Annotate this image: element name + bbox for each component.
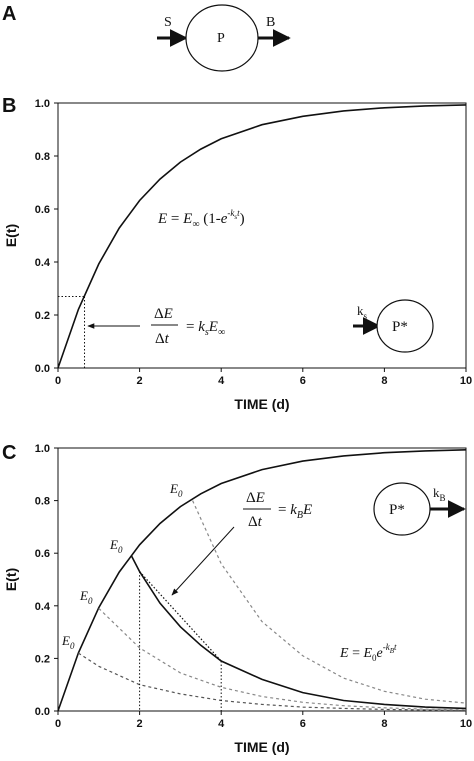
panel-c-initial-slope-line: [139, 571, 222, 662]
panel-b-x-tick-label: 2: [137, 375, 143, 387]
panel-b-saturation-equation: E = E∞ (1-e-kst): [157, 208, 245, 230]
panel-c-decay-equation: E = E0e-kBt: [339, 642, 397, 663]
panel-c-e0-label-high: E0: [169, 481, 183, 499]
panel-c-x-tick-label: 6: [300, 718, 306, 730]
panel-c-y-tick-label: 0.0: [35, 706, 50, 718]
panel-c-series-line: [78, 652, 467, 712]
panel-b-y-axis-label: E(t): [3, 224, 19, 247]
panel-c-series-line: [130, 555, 467, 710]
panel-c-annotations: ΔE Δt = kBE E = E0e-kBt P* kB E0 E0 E0 E…: [61, 481, 466, 663]
panel-b-letter: B: [2, 95, 16, 117]
panel-c-x-tick-label: 4: [218, 718, 225, 730]
panel-a-letter: A: [2, 3, 16, 25]
panel-b-series-line: [57, 104, 467, 369]
panel-c-x-tick-label: 10: [460, 718, 472, 730]
panel-c-x-tick-label: 8: [381, 718, 387, 730]
panel-b-chart: 0 2 4 6 8 10 0.0 0.2 0.4 0.6 0.8 1.0 TIME (d) E(t): [3, 98, 472, 412]
panel-c-y-tick-label: 0.6: [35, 548, 50, 560]
panel-c-plot-frame: [57, 447, 467, 712]
svg-text:= kBE: = kBE: [278, 502, 312, 521]
panel-a-input-label: S: [164, 15, 172, 30]
panel-b-y-tick-label: 0.8: [35, 151, 50, 163]
panel-c-letter: C: [2, 442, 16, 464]
panel-c-y-tick-label: 0.4: [35, 601, 51, 613]
panel-b-annotations: E = E∞ (1-e-kst) ΔE Δt = ksE∞ ks P*: [87, 208, 434, 353]
panel-c-decay-rate-equation: ΔE Δt = kBE: [243, 490, 312, 530]
panel-a-pool-label: P: [217, 31, 225, 46]
panel-b-y-tick-label: 0.2: [35, 310, 50, 322]
panel-c-chart: 0 2 4 6 8 10 0.0 0.2 0.4 0.6 0.8 1.0 TIME (d) E(t): [3, 443, 472, 755]
panel-c-pool-label: P*: [389, 502, 405, 518]
panel-b-x-tick-label: 0: [55, 375, 61, 387]
panel-c-x-tick-label: 0: [55, 718, 61, 730]
panel-c-e0-label-main: E0: [109, 537, 123, 555]
panel-a-output-label: B: [266, 15, 275, 30]
panel-c-e0-label-mid: E0: [79, 588, 93, 606]
panel-c-rate-label: kB: [433, 485, 446, 503]
svg-text:Δt: Δt: [155, 331, 170, 347]
panel-c-y-tick-label: 1.0: [35, 443, 50, 455]
panel-c-series-line: [98, 607, 467, 711]
panel-c-series-line: [57, 449, 467, 712]
panel-b-y-tick-label: 1.0: [35, 98, 50, 110]
panel-b-plot-frame: [57, 102, 467, 369]
svg-text:ΔE: ΔE: [246, 490, 265, 506]
panel-b-pool-circle: [376, 299, 434, 353]
panel-c-y-tick-label: 0.8: [35, 496, 50, 508]
panel-b-x-tick-label: 6: [300, 375, 306, 387]
panel-b-rate-label: ks: [357, 303, 368, 321]
panel-b-x-tick-label: 10: [460, 375, 472, 387]
svg-text:ΔE: ΔE: [154, 306, 173, 322]
panel-c-x-axis-label: TIME (d): [234, 739, 289, 755]
panel-a-diagram: S P B: [157, 4, 291, 72]
svg-text:Δt: Δt: [248, 514, 263, 530]
panel-c-x-tick-label: 2: [137, 718, 143, 730]
panel-b-x-tick-label: 4: [218, 375, 225, 387]
panel-c-series-line: [192, 500, 467, 704]
panel-b-x-tick-label: 8: [381, 375, 387, 387]
svg-text:= ksE∞: = ksE∞: [186, 319, 225, 338]
panel-b-y-tick-label: 0.6: [35, 204, 50, 216]
panel-b-slope-equation: ΔE Δt = ksE∞: [151, 306, 225, 347]
panel-c-e0-label-low: E0: [61, 633, 75, 651]
panel-b-pool-label: P*: [392, 319, 408, 335]
panel-b-y-tick-label: 0.4: [35, 257, 51, 269]
panel-c-slope-arrow: [171, 526, 235, 596]
panel-b-y-tick-label: 0.0: [35, 363, 50, 375]
panel-c-y-axis-label: E(t): [3, 568, 19, 591]
panel-c-y-tick-label: 0.2: [35, 653, 50, 665]
panel-b-x-axis-label: TIME (d): [234, 396, 289, 412]
